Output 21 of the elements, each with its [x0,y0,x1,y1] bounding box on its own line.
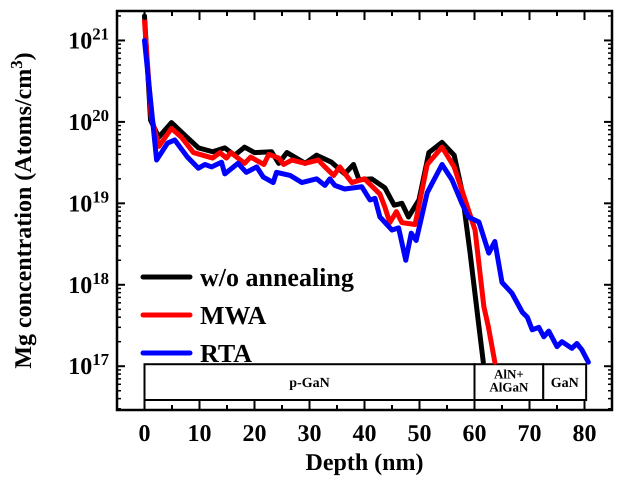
legend-label: RTA [200,339,252,368]
legend-label: w/o annealing [200,263,354,292]
band-label: p-GaN [289,376,330,392]
band-label: GaN [550,376,579,392]
y-tick-label: 10$^{19}$ [68,186,109,218]
x-axis-title: Depth (nm) [306,450,424,476]
legend-label: MWA [200,301,267,330]
y-tick-label: 10$^{17}$ [68,350,109,380]
x-tick-label: 40 [352,421,376,447]
y-tick-label: 10$^{18}$ [68,268,109,299]
x-tick-label: 20 [242,421,266,447]
band-label: AlN+ AlGaN [489,366,529,395]
x-tick-label: 30 [298,421,322,447]
x-tick-label: 0 [138,421,150,447]
x-tick-label: 50 [408,421,432,447]
y-tick-label: 10$^{21}$ [68,24,109,54]
y-tick-label: 10$^{20}$ [68,105,109,136]
x-tick-label: 10 [188,421,212,447]
x-tick-label: 60 [462,421,486,447]
x-tick-label: 70 [518,421,542,447]
x-tick-label: 80 [572,421,596,447]
